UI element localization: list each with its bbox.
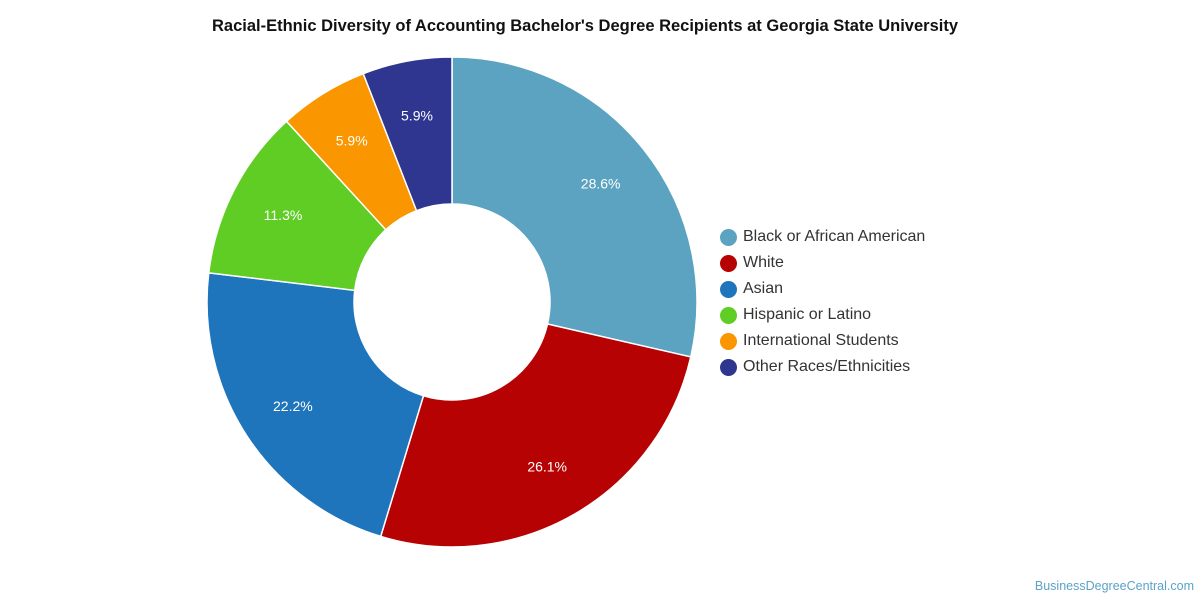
legend-label: Hispanic or Latino <box>743 306 872 323</box>
pie-slice-2[interactable] <box>206 271 425 538</box>
legend-item[interactable]: Asian <box>720 280 925 298</box>
slice-data-label: 5.9% <box>401 107 433 123</box>
legend-item[interactable]: International Students <box>720 332 925 350</box>
legend-item[interactable]: Other Races/Ethnicities <box>720 358 925 376</box>
slice-data-label: 22.2% <box>273 398 313 414</box>
source-credit[interactable]: BusinessDegreeCentral.com <box>1034 579 1194 593</box>
legend-swatch-icon <box>720 358 737 376</box>
pie-slice-5[interactable] <box>362 56 453 212</box>
slice-data-label: 5.9% <box>336 133 368 149</box>
legend-swatch-icon <box>720 228 737 246</box>
pie-slice-1[interactable] <box>379 323 692 548</box>
legend-item[interactable]: Hispanic or Latino <box>720 306 925 324</box>
legend-label: International Students <box>743 332 899 349</box>
legend-swatch-icon <box>720 254 737 272</box>
legend-item[interactable]: White <box>720 254 925 272</box>
chart-title: Racial-Ethnic Diversity of Accounting Ba… <box>211 17 959 35</box>
pie-slice-0[interactable] <box>451 56 698 358</box>
slice-data-label: 26.1% <box>527 458 567 474</box>
chart-legend: Black or African American White Asian Hispa… <box>720 228 925 376</box>
slice-data-label: 28.6% <box>581 176 621 192</box>
slice-data-label: 11.3% <box>264 207 303 223</box>
legend-swatch-icon <box>720 280 737 298</box>
legend-item[interactable]: Black or African American <box>720 228 925 246</box>
pie-slice-3[interactable] <box>207 120 387 292</box>
legend-swatch-icon <box>720 306 737 324</box>
legend-label: Black or African American <box>743 228 926 245</box>
legend-label: Asian <box>743 280 784 297</box>
legend-label: Other Races/Ethnicities <box>743 358 911 375</box>
legend-swatch-icon <box>720 332 737 350</box>
legend-label: White <box>743 254 784 271</box>
